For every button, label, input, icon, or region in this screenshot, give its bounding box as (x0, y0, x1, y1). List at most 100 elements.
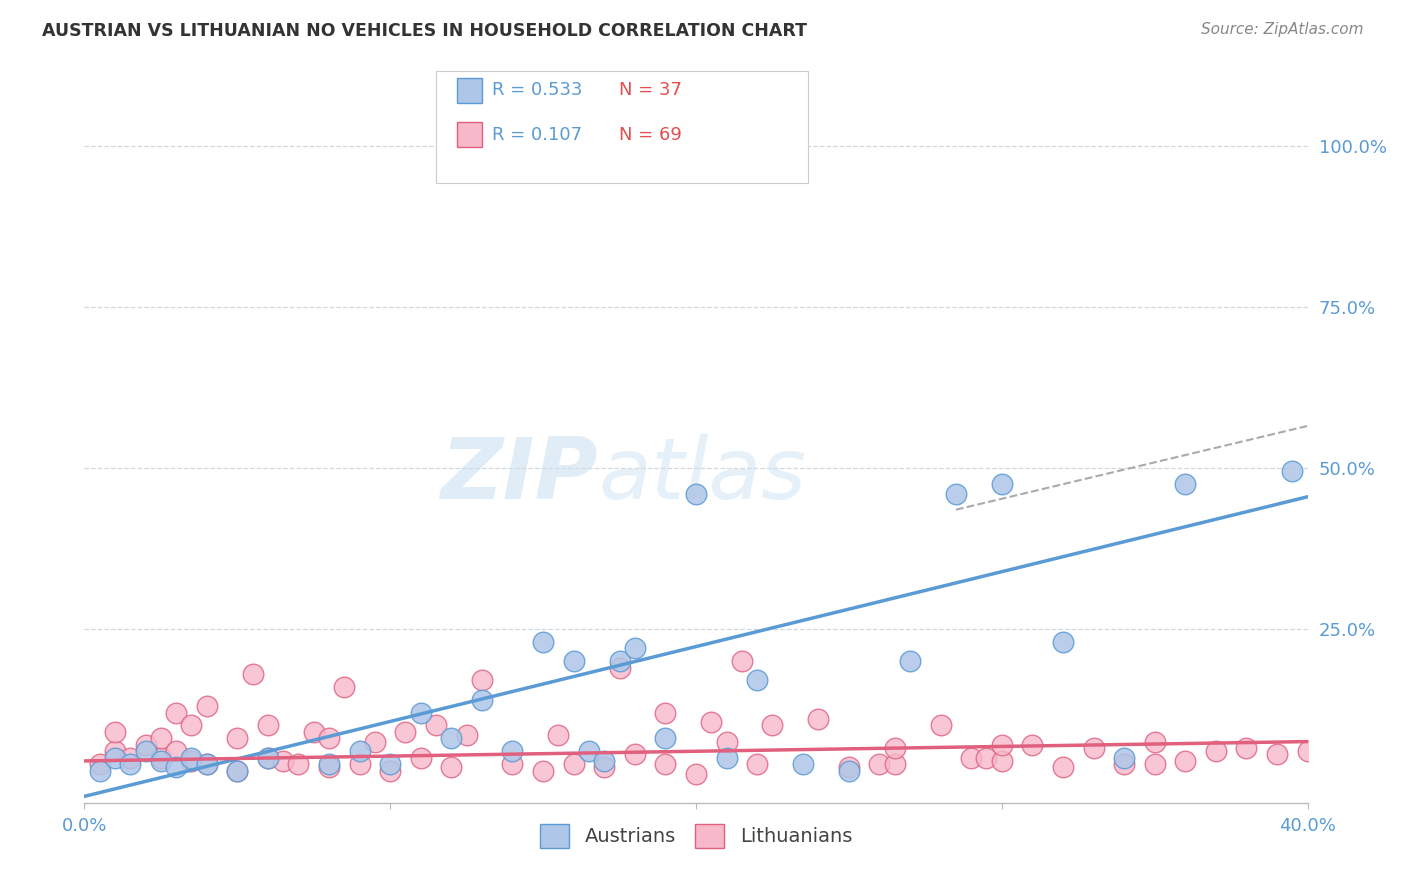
Point (1052, 634, 1074, 648)
Point (1174, 754, 1197, 768)
Point (195, 757, 218, 772)
Text: R = 0.107: R = 0.107 (492, 126, 582, 144)
Point (929, 718, 952, 732)
Point (120, 757, 142, 772)
Point (838, 760, 860, 774)
Point (960, 750, 983, 764)
Text: atlas: atlas (598, 434, 806, 517)
Point (226, 731, 249, 746)
Point (409, 750, 432, 764)
Point (257, 750, 280, 764)
Point (991, 476, 1014, 491)
Text: ZIP: ZIP (440, 434, 598, 517)
Point (945, 486, 967, 500)
Point (380, 764, 402, 778)
Text: N = 69: N = 69 (619, 126, 682, 144)
Point (654, 757, 676, 772)
Point (883, 757, 905, 772)
Point (562, 654, 585, 668)
Point (1021, 738, 1043, 752)
Point (747, 138, 769, 153)
Point (456, 728, 478, 742)
Point (318, 731, 340, 746)
Point (333, 680, 356, 694)
Point (104, 744, 127, 758)
Point (135, 744, 157, 758)
Point (547, 728, 569, 742)
Point (257, 718, 280, 732)
Point (593, 754, 616, 768)
Point (991, 754, 1014, 768)
Point (165, 744, 187, 758)
Point (700, 715, 723, 730)
Point (654, 706, 676, 720)
Point (747, 757, 769, 772)
Point (609, 654, 631, 668)
Point (562, 757, 585, 772)
Point (180, 750, 202, 764)
Point (440, 760, 463, 774)
Point (149, 754, 172, 768)
Point (898, 654, 921, 668)
Point (792, 757, 814, 772)
Point (1114, 757, 1136, 772)
Point (1143, 734, 1166, 748)
Point (1174, 476, 1197, 491)
Point (578, 744, 600, 758)
Point (149, 731, 172, 746)
Point (471, 673, 494, 688)
Text: R = 0.533: R = 0.533 (492, 81, 582, 99)
Point (409, 706, 432, 720)
Point (104, 725, 127, 739)
Point (257, 750, 280, 764)
Point (425, 718, 447, 732)
Point (1296, 744, 1319, 758)
Point (1083, 741, 1105, 756)
Point (394, 725, 416, 739)
Point (302, 725, 325, 739)
Point (149, 750, 172, 764)
Point (287, 757, 309, 772)
Point (135, 738, 157, 752)
Point (226, 764, 249, 778)
Point (976, 750, 998, 764)
Point (761, 718, 783, 732)
Point (1205, 744, 1227, 758)
Point (883, 741, 905, 756)
Point (609, 660, 631, 674)
Point (349, 757, 371, 772)
Point (502, 757, 524, 772)
Point (1236, 741, 1258, 756)
Point (991, 738, 1014, 752)
Point (165, 760, 187, 774)
Point (380, 757, 402, 772)
Point (716, 750, 738, 764)
Point (654, 731, 676, 746)
Point (1052, 760, 1074, 774)
Point (165, 706, 187, 720)
Point (838, 764, 860, 778)
Point (195, 699, 218, 714)
Point (869, 757, 891, 772)
Point (531, 634, 554, 648)
Point (440, 731, 463, 746)
Point (104, 750, 127, 764)
Point (349, 744, 371, 758)
Point (531, 764, 554, 778)
Point (180, 754, 202, 768)
Point (89, 757, 111, 772)
Point (1265, 747, 1288, 762)
Point (685, 767, 707, 781)
Point (1114, 750, 1136, 764)
Text: AUSTRIAN VS LITHUANIAN NO VEHICLES IN HOUSEHOLD CORRELATION CHART: AUSTRIAN VS LITHUANIAN NO VEHICLES IN HO… (42, 22, 807, 40)
Point (364, 734, 387, 748)
Point (471, 692, 494, 706)
Point (747, 673, 769, 688)
Text: Source: ZipAtlas.com: Source: ZipAtlas.com (1201, 22, 1364, 37)
Point (716, 734, 738, 748)
Point (318, 760, 340, 774)
Point (502, 744, 524, 758)
Point (593, 760, 616, 774)
Point (242, 667, 264, 681)
Point (624, 641, 647, 656)
